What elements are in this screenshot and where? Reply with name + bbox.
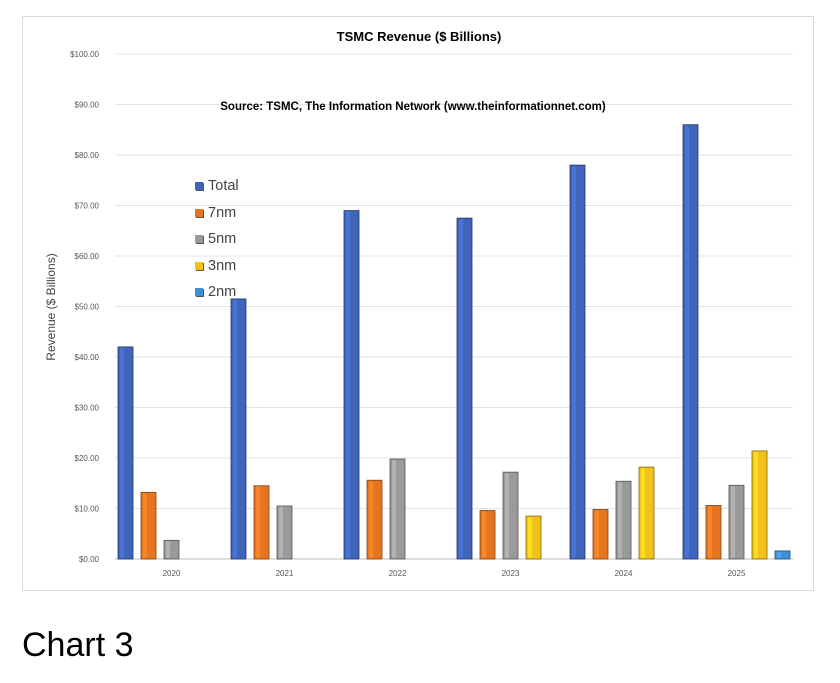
x-tick-label: 2023	[502, 569, 520, 578]
y-tick-label: $20.00	[75, 454, 100, 463]
x-tick-label: 2024	[615, 569, 633, 578]
bar-highlight	[256, 486, 260, 558]
bar-highlight	[120, 347, 124, 558]
legend-swatch	[195, 208, 203, 217]
legend-label: 5nm	[208, 231, 237, 248]
bar-highlight	[572, 166, 576, 558]
legend-swatch	[195, 288, 203, 297]
bar-highlight	[595, 510, 599, 558]
legend-item-2nm: 2nm	[195, 279, 239, 306]
bar-highlight	[482, 511, 486, 558]
legend-item-5nm: 5nm	[195, 226, 239, 253]
bar-highlight	[641, 468, 645, 558]
chart-title: TSMC Revenue ($ Billions)	[337, 29, 502, 44]
bar-highlight	[346, 211, 350, 559]
legend-label: Total	[208, 178, 239, 195]
bar-highlight	[279, 506, 283, 558]
bar-highlight	[708, 506, 712, 558]
bar-highlight	[505, 473, 509, 558]
bar-highlight	[528, 517, 532, 558]
bar-highlight	[777, 551, 781, 558]
y-tick-label: $90.00	[75, 101, 100, 110]
bar-highlight	[685, 125, 689, 558]
bar-highlight	[754, 451, 758, 558]
bar-highlight	[369, 481, 373, 558]
bar-highlight	[459, 219, 463, 558]
y-tick-label: $60.00	[75, 252, 100, 261]
legend-item-total: Total	[195, 173, 239, 200]
chart-caption: Chart 3	[22, 626, 134, 664]
y-axis-ticks: $0.00 $10.00 $20.00 $30.00 $40.00 $50.00 $60.0…	[70, 50, 99, 564]
x-tick-label: 2021	[276, 569, 294, 578]
bar-highlight	[731, 486, 735, 558]
chart-frame: TSMC Revenue ($ Billions) $0.00 $10.00 $20…	[22, 16, 814, 591]
x-axis-labels: 2020 2021 2022 2023 2024 2025	[163, 569, 746, 578]
y-tick-label: $100.00	[70, 50, 99, 59]
bars	[117, 124, 791, 560]
bar-highlight	[618, 482, 622, 558]
y-tick-label: $70.00	[75, 202, 100, 211]
y-tick-label: $40.00	[75, 353, 100, 362]
chart-legend: Total 7nm 5nm 3nm 2nm	[195, 173, 239, 306]
y-tick-label: $10.00	[75, 505, 100, 514]
legend-swatch	[195, 235, 203, 244]
legend-item-3nm: 3nm	[195, 253, 239, 280]
chart-canvas: TSMC Revenue ($ Billions) $0.00 $10.00 $20…	[44, 29, 793, 578]
bar-2nm	[774, 550, 791, 560]
x-tick-label: 2020	[163, 569, 181, 578]
x-tick-label: 2025	[728, 569, 746, 578]
legend-item-7nm: 7nm	[195, 200, 239, 227]
y-tick-label: $30.00	[75, 404, 100, 413]
legend-label: 7nm	[208, 204, 237, 221]
x-tick-label: 2022	[389, 569, 407, 578]
bar-highlight	[233, 299, 237, 558]
y-axis-title: Revenue ($ Billions)	[44, 253, 58, 360]
legend-label: 2nm	[208, 284, 237, 301]
legend-label: 3nm	[208, 257, 237, 274]
y-tick-label: $80.00	[75, 151, 100, 160]
legend-swatch	[195, 261, 203, 270]
y-tick-label: $0.00	[79, 555, 100, 564]
legend-swatch	[195, 182, 203, 191]
chart-subtitle: Source: TSMC, The Information Network (w…	[220, 101, 606, 113]
bar-highlight	[143, 493, 147, 558]
bar-highlight	[392, 460, 396, 558]
bar-highlight	[166, 541, 170, 558]
y-tick-label: $50.00	[75, 303, 100, 312]
gridlines	[115, 53, 793, 560]
